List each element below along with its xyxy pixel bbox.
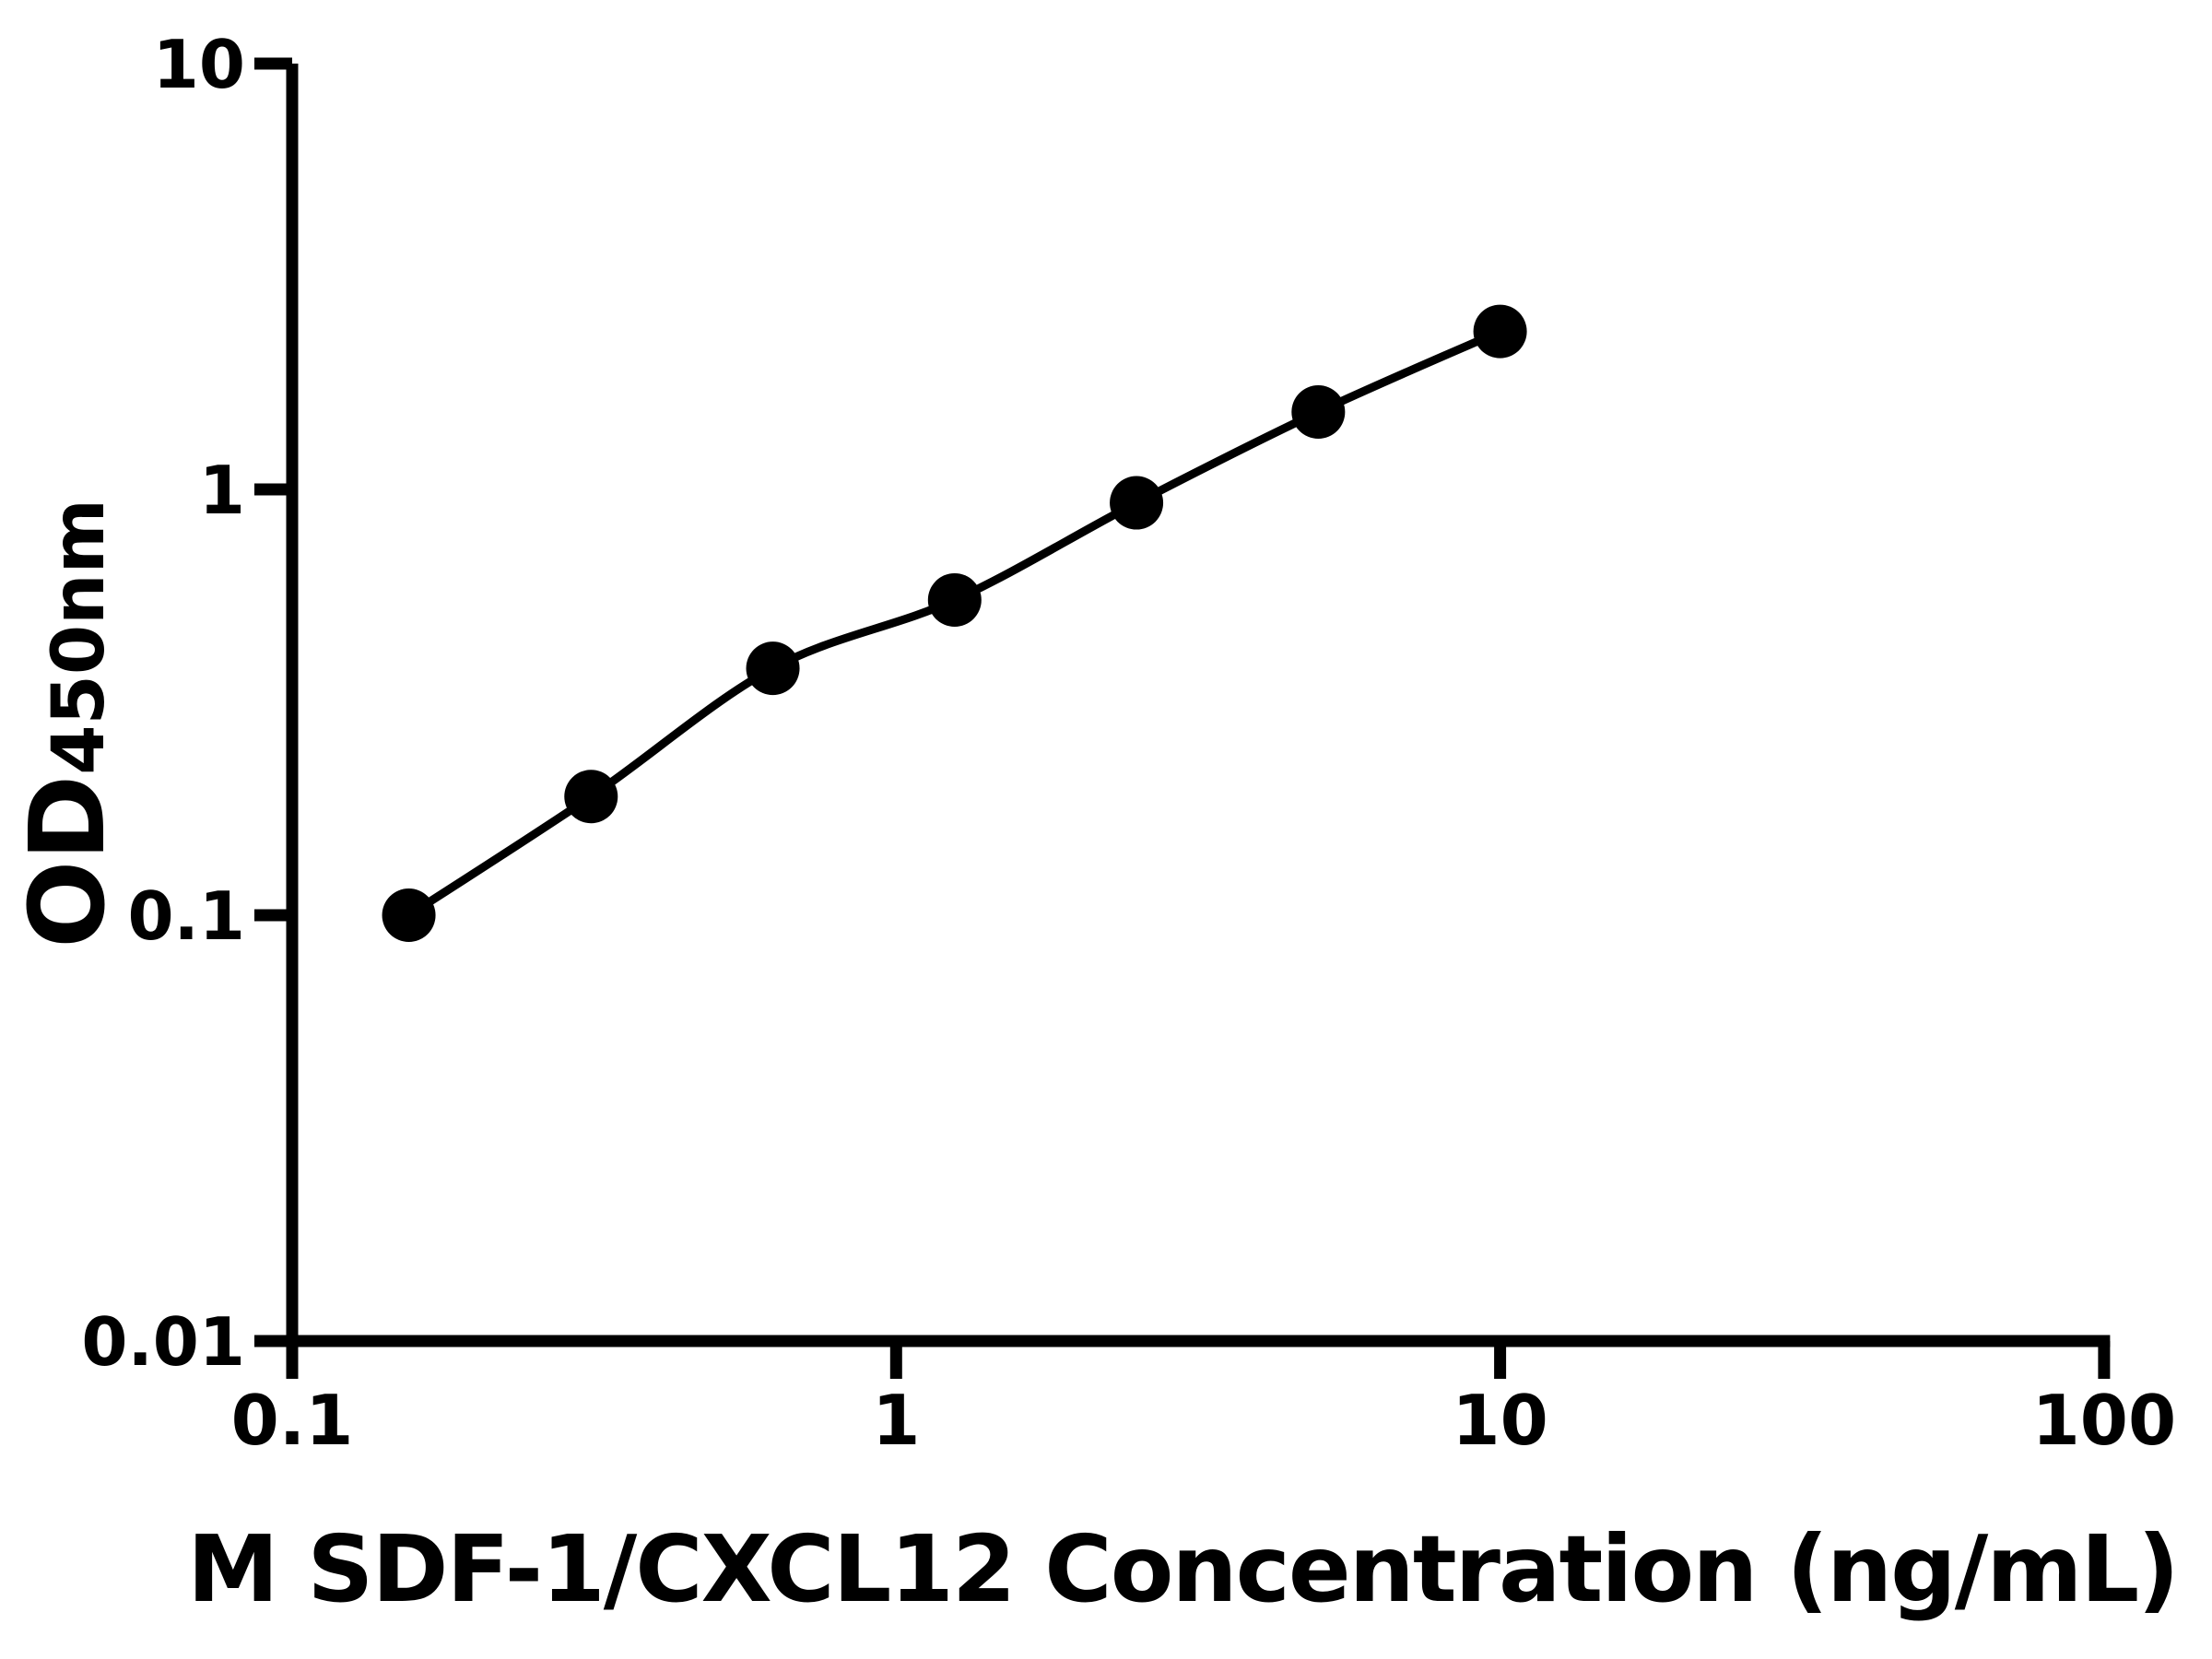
y-tick-label: 10 bbox=[153, 26, 245, 103]
x-tick-label: 100 bbox=[2032, 1380, 2177, 1461]
data-point-marker bbox=[1291, 384, 1346, 439]
y-tick-label: 0.1 bbox=[127, 877, 245, 955]
y-tick-label: 1 bbox=[199, 452, 245, 529]
x-axis-title: M SDF-1/CXCL12 Concentration (ng/mL) bbox=[187, 1515, 2178, 1623]
x-tick-label: 10 bbox=[1452, 1380, 1547, 1461]
x-tick-label: 1 bbox=[872, 1380, 920, 1461]
y-axis-title-main: OD bbox=[8, 775, 128, 948]
y-axis-title: OD450nm bbox=[8, 499, 128, 948]
axis-ticks bbox=[254, 57, 2111, 1379]
y-tick-label: 0.01 bbox=[81, 1303, 245, 1381]
data-point-marker bbox=[1110, 476, 1164, 530]
axes bbox=[286, 64, 2111, 1379]
data-point-marker bbox=[927, 572, 982, 627]
data-point-marker bbox=[564, 770, 618, 824]
data-point-marker bbox=[1473, 304, 1527, 359]
data-points bbox=[382, 304, 1527, 942]
x-tick-label: 0.1 bbox=[231, 1380, 354, 1461]
data-point-marker bbox=[382, 888, 436, 942]
data-point-marker bbox=[746, 641, 800, 696]
y-axis-title-subscript: 450nm bbox=[38, 499, 121, 775]
